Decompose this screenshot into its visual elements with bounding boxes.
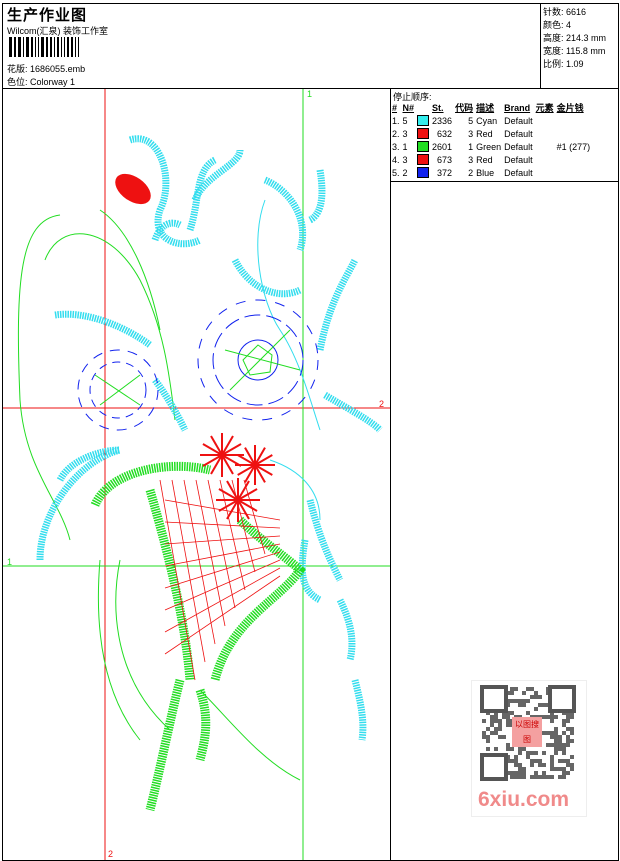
blue-flowers xyxy=(77,299,319,431)
cyan-outline xyxy=(257,199,321,521)
col-brand: Brand xyxy=(504,102,531,113)
row-index: 2. xyxy=(392,128,400,139)
row-index: 1. xyxy=(392,115,400,126)
guide-label-left: 1 xyxy=(7,557,12,567)
design-label: 花版: xyxy=(7,64,28,74)
green-basket xyxy=(90,461,306,812)
panel-divider xyxy=(390,88,391,860)
stamp-watermark: 以图搜图 xyxy=(512,717,542,747)
qr-code-watermark: 以图搜图 xyxy=(471,680,587,817)
header-divider xyxy=(2,88,618,89)
row-sequin xyxy=(557,153,594,166)
info-scale: 比例: 1.09 xyxy=(543,59,584,69)
row-needle: 5 xyxy=(402,115,408,126)
stop-sequence-title: 停止顺序: xyxy=(393,92,432,102)
red-basket-net xyxy=(159,479,281,681)
row-brand: Default xyxy=(504,141,533,152)
color-swatch xyxy=(417,128,430,140)
colorway-label: 色位: xyxy=(7,77,28,87)
guide-label-top: 1 xyxy=(307,89,312,99)
embroidery-design: 1 2 1 2 xyxy=(3,89,390,860)
col-needle: N# xyxy=(402,102,415,113)
row-sequin: #1 (277) xyxy=(556,141,591,152)
info-width: 宽度: 115.8 mm xyxy=(543,46,606,56)
row-code: 3 xyxy=(468,154,474,165)
row-desc: Cyan xyxy=(476,115,498,126)
row-sequin xyxy=(557,127,594,140)
page-title: 生产作业图 xyxy=(7,7,88,24)
info-divider xyxy=(540,3,541,88)
colorway: 色位: Colorway 1 xyxy=(7,75,75,88)
color-swatch xyxy=(417,167,430,179)
row-stitches: 632 xyxy=(437,128,453,139)
guide-label-right: 2 xyxy=(379,399,384,409)
info-stitches: 针数: 6616 xyxy=(543,7,587,17)
color-swatch xyxy=(417,141,430,153)
stop-row: 3. 1 2601 1 Green Default #1 (277) xyxy=(392,140,593,153)
row-stitches: 2601 xyxy=(432,141,453,152)
table-divider xyxy=(390,181,618,182)
row-needle: 3 xyxy=(402,128,408,139)
row-brand: Default xyxy=(504,154,533,165)
info-height: 高度: 214.3 mm xyxy=(543,33,607,43)
info-colors: 颜色: 4 xyxy=(543,20,572,30)
row-element xyxy=(536,127,557,140)
stop-sequence-table: # N# St. 代码 描述 Brand 元素 金片钱 1. 5 2336 5 … xyxy=(392,101,593,179)
col-sequin: 金片钱 xyxy=(556,103,584,113)
row-brand: Default xyxy=(504,115,533,126)
row-code: 1 xyxy=(468,141,474,152)
row-brand: Default xyxy=(504,128,533,139)
row-stitches: 372 xyxy=(437,167,453,178)
colorway-value: Colorway 1 xyxy=(30,77,76,87)
row-element xyxy=(536,166,557,179)
stop-row: 4. 3 673 3 Red Default xyxy=(392,153,593,166)
row-element xyxy=(536,153,557,166)
row-index: 3. xyxy=(392,141,400,152)
row-code: 5 xyxy=(468,115,474,126)
row-brand: Default xyxy=(504,167,533,178)
guide-label-bottom: 2 xyxy=(108,849,113,859)
col-stitches: St. xyxy=(432,102,444,113)
cyan-leaves xyxy=(36,135,383,741)
col-element: 元素 xyxy=(535,103,554,113)
col-code: 代码 xyxy=(455,103,474,113)
row-stitches: 2336 xyxy=(432,115,453,126)
design-file: 花版: 1686055.emb xyxy=(7,62,85,75)
row-desc: Blue xyxy=(476,167,495,178)
row-needle: 1 xyxy=(402,141,408,152)
row-index: 5. xyxy=(392,167,400,178)
green-outline-stems xyxy=(17,209,301,781)
row-sequin xyxy=(557,114,594,127)
stop-row: 5. 2 372 2 Blue Default xyxy=(392,166,593,179)
barcode xyxy=(9,37,140,57)
row-sequin xyxy=(557,166,594,179)
stop-row: 1. 5 2336 5 Cyan Default xyxy=(392,114,593,127)
stop-row: 2. 3 632 3 Red Default xyxy=(392,127,593,140)
row-needle: 2 xyxy=(402,167,408,178)
row-stitches: 673 xyxy=(437,154,453,165)
color-swatch xyxy=(417,115,430,127)
red-bud xyxy=(115,173,151,205)
row-desc: Red xyxy=(476,154,493,165)
row-needle: 3 xyxy=(402,154,408,165)
row-desc: Red xyxy=(476,128,493,139)
green-flower-centers xyxy=(94,329,301,406)
row-index: 4. xyxy=(392,154,400,165)
design-value: 1686055.emb xyxy=(30,64,86,74)
color-swatch xyxy=(417,154,430,166)
row-element xyxy=(536,140,557,153)
company-name: Wilcom(汇泉) 装饰工作室 xyxy=(7,26,108,36)
col-index: # xyxy=(392,102,398,113)
red-flowers xyxy=(200,433,275,522)
col-desc: 描述 xyxy=(476,103,495,113)
row-code: 3 xyxy=(468,128,474,139)
site-logo: 6xiu.com xyxy=(478,788,570,811)
row-element xyxy=(536,114,557,127)
row-desc: Green xyxy=(476,141,502,152)
row-code: 2 xyxy=(468,167,474,178)
